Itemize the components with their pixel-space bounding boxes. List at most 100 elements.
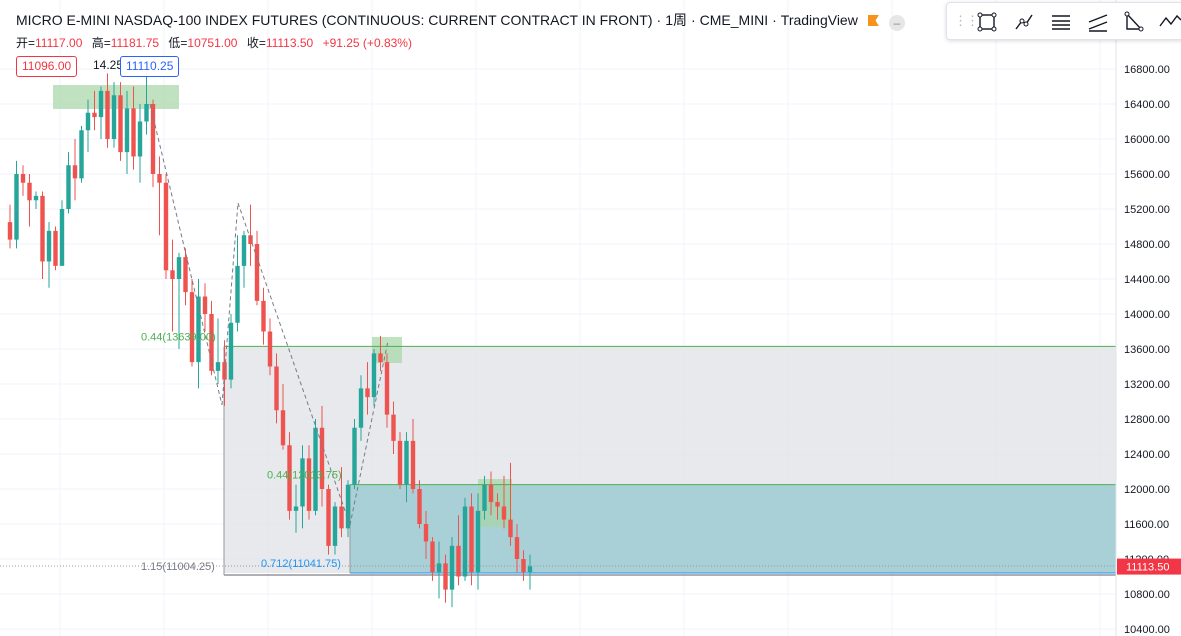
candle-body (384, 362, 390, 415)
flag-icon[interactable] (867, 15, 879, 26)
rectangle-tool-icon[interactable] (975, 10, 999, 34)
candle-body (313, 427, 318, 511)
candle (267, 318, 273, 376)
price-tick-label: 10800.00 (1124, 589, 1170, 601)
candle (293, 484, 299, 533)
candle-body (92, 112, 97, 118)
candle (514, 524, 520, 573)
candle-body (475, 510, 481, 573)
low-value: 10751.00 (187, 36, 238, 50)
candle (46, 222, 52, 288)
candle-body (85, 112, 91, 131)
candle (66, 152, 71, 214)
candle (488, 471, 494, 516)
high-value: 11181.75 (110, 36, 160, 50)
candle (410, 419, 416, 494)
candle (72, 139, 78, 201)
candle-body (488, 484, 494, 503)
candle (319, 405, 325, 507)
candle-body (501, 506, 507, 520)
candle-body (72, 165, 78, 179)
candle-body (469, 506, 474, 573)
candle (215, 318, 221, 384)
candle (287, 432, 292, 520)
candle (384, 353, 390, 428)
candle-body (430, 541, 435, 573)
chart-header: MICRO E-MINI NASDAQ-100 INDEX FUTURES (C… (16, 10, 905, 31)
drawing-toolbar: ⋮⋮ (946, 2, 1181, 40)
candle (417, 480, 422, 529)
last-price-label: 11113.50 (1126, 562, 1169, 574)
interval-label[interactable]: 1周 (665, 12, 687, 28)
candle (495, 493, 500, 520)
candle-body (456, 545, 461, 577)
candle (280, 384, 286, 450)
candle-body (410, 440, 416, 489)
price-axis: 16800.00 16400.00 16000.00 15600.00 15200.00… (1115, 0, 1170, 636)
path-tool-icon[interactable] (1158, 10, 1181, 34)
candle (157, 156, 162, 236)
candle (462, 497, 468, 581)
price-tick-label: 11600.00 (1124, 519, 1169, 531)
candle-body (33, 195, 39, 201)
candle (222, 340, 227, 406)
fib-annotation: 1.15(11004.25) (141, 561, 215, 573)
parallel-channel-tool-icon[interactable] (1086, 10, 1110, 34)
candle (228, 314, 234, 389)
candle (482, 475, 487, 520)
drag-handle-icon[interactable]: ⋮⋮ (954, 13, 979, 28)
last-price-badge (1117, 558, 1181, 575)
candle-body (495, 502, 500, 507)
candle-body (339, 506, 344, 529)
candle-body (319, 427, 325, 489)
candle (196, 279, 201, 389)
price-tick-label: 12400.00 (1124, 449, 1170, 461)
candle (85, 99, 91, 153)
price-tick-label: 15600.00 (1124, 169, 1170, 181)
candle-body (254, 244, 260, 301)
candle-body (443, 563, 448, 590)
fib-annotation: 0.44(13639.00) (141, 331, 216, 343)
price-tick-label: 14800.00 (1124, 239, 1170, 251)
close-value: 11113.50 (265, 36, 314, 50)
candle (7, 204, 13, 249)
candle (137, 104, 143, 183)
candle-body (274, 366, 279, 411)
price-tick-label: 12800.00 (1124, 414, 1170, 426)
symbol-title[interactable]: MICRO E-MINI NASDAQ-100 INDEX FUTURES (C… (16, 12, 653, 28)
candle-body (423, 524, 429, 542)
candle (79, 125, 84, 183)
candle-body (137, 121, 143, 157)
candle-body (378, 353, 383, 363)
candle (391, 401, 396, 454)
candle-body (196, 296, 201, 363)
candle (326, 484, 331, 555)
trend-line-tool-icon[interactable] (1012, 10, 1036, 34)
candle-body (521, 559, 526, 573)
candle-body (170, 270, 175, 279)
triangle-pattern-tool-icon[interactable] (1122, 10, 1146, 34)
candle-body (27, 182, 32, 201)
candle (27, 174, 32, 227)
candle-body (176, 257, 182, 279)
candle (436, 541, 442, 599)
minus-icon[interactable]: – (888, 15, 905, 31)
price-tick-label: 12000.00 (1124, 484, 1170, 496)
candle (501, 475, 507, 529)
buy-button[interactable]: 11110.25 (120, 56, 180, 77)
fib-annotation: 0.712(11041.75) (261, 558, 341, 570)
candle-body (436, 563, 442, 573)
candle (189, 279, 195, 367)
fib-retracement-tool-icon[interactable] (1049, 10, 1073, 34)
candle-body (59, 209, 65, 266)
candle-body (345, 484, 351, 529)
candle-body (215, 362, 221, 371)
candle (358, 375, 364, 441)
candle (176, 252, 182, 349)
candle-body (306, 458, 312, 511)
sell-button[interactable]: 11096.00 (16, 56, 78, 77)
high-label: 高= (91, 36, 111, 50)
candle (33, 191, 39, 209)
last-price-marker: 11113.50 (1117, 558, 1181, 575)
